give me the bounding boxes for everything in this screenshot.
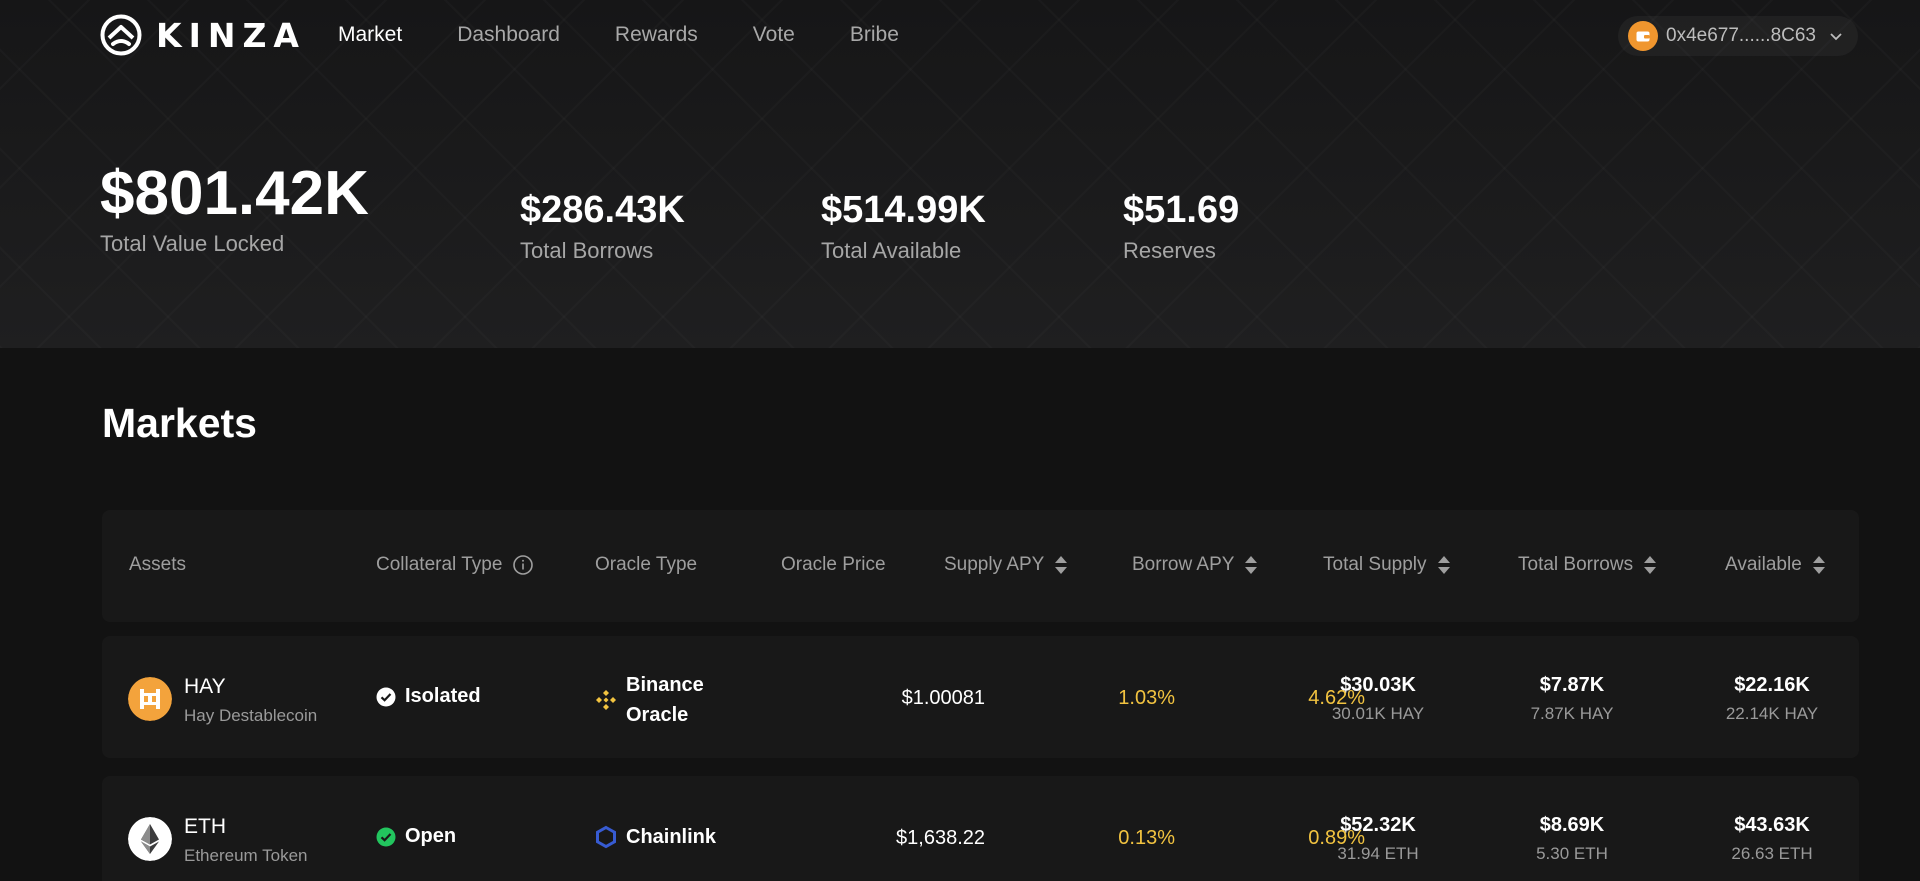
nav-market[interactable]: Market bbox=[338, 23, 403, 46]
binance-icon bbox=[596, 690, 616, 710]
wallet-button[interactable]: 0x4e677......8C63 bbox=[1618, 16, 1858, 56]
main-nav: Market Dashboard Rewards Vote Bribe bbox=[338, 23, 954, 47]
chevron-down-icon bbox=[1830, 33, 1842, 41]
supply-apy: 1.03% bbox=[1118, 687, 1175, 709]
collateral-type: Open bbox=[376, 825, 456, 848]
oracle-type: Binance Oracle bbox=[594, 670, 704, 730]
stat-total-borrows: $286.43K Total Borrows bbox=[520, 189, 685, 264]
stat-tvl-value: $801.42K bbox=[100, 159, 369, 228]
check-circle-icon bbox=[376, 827, 396, 846]
available: $22.16K 22.14K HAY bbox=[1725, 674, 1819, 723]
total-borrows: $7.87K 7.87K HAY bbox=[1530, 674, 1614, 723]
stat-available-label: Total Available bbox=[821, 238, 962, 263]
col-supply-apy[interactable]: Supply APY bbox=[944, 554, 1068, 576]
hero-section bbox=[0, 0, 1920, 348]
total-supply: $52.32K 31.94 ETH bbox=[1337, 814, 1419, 863]
wallet-address: 0x4e677......8C63 bbox=[1666, 25, 1816, 46]
logo[interactable]: KINZA bbox=[100, 14, 306, 56]
nav-dashboard[interactable]: Dashboard bbox=[457, 23, 560, 46]
sort-icon[interactable] bbox=[1054, 554, 1068, 576]
borrow-apy: 0.89% bbox=[1308, 827, 1365, 849]
stat-borrows-value: $286.43K bbox=[520, 189, 685, 231]
oracle-price: $1,638.22 bbox=[896, 827, 985, 849]
collateral-type: Isolated bbox=[376, 685, 481, 708]
sort-icon[interactable] bbox=[1812, 554, 1826, 576]
col-collateral-type: Collateral Type bbox=[376, 554, 534, 576]
col-available[interactable]: Available bbox=[1725, 554, 1826, 576]
available: $43.63K 26.63 ETH bbox=[1731, 814, 1813, 863]
total-supply: $30.03K 30.01K HAY bbox=[1331, 674, 1425, 723]
check-circle-icon bbox=[376, 687, 396, 706]
stat-tvl: $801.42K Total Value Locked bbox=[100, 158, 369, 257]
sort-icon[interactable] bbox=[1244, 554, 1258, 576]
market-row-eth[interactable]: ETH Ethereum Token Open Chainlink $1,638… bbox=[102, 776, 1859, 881]
oracle-price: $1.00081 bbox=[901, 687, 985, 709]
borrow-apy: 4.62% bbox=[1308, 687, 1365, 709]
stat-tvl-label: Total Value Locked bbox=[100, 231, 285, 256]
stat-reserves-value: $51.69 bbox=[1123, 189, 1240, 231]
hay-coin-icon bbox=[128, 677, 172, 721]
chainlink-icon bbox=[596, 825, 616, 849]
oracle-name-line1: Chainlink bbox=[626, 825, 717, 848]
sort-icon[interactable] bbox=[1643, 554, 1657, 576]
brand-name: KINZA bbox=[156, 15, 306, 55]
nav-vote[interactable]: Vote bbox=[752, 23, 795, 46]
col-total-borrows[interactable]: Total Borrows bbox=[1518, 554, 1657, 576]
market-row-hay[interactable]: HAY Hay Destablecoin Isolated Binance Or… bbox=[102, 636, 1859, 758]
oracle-name-line2: Oracle bbox=[626, 704, 689, 726]
col-oracle-type: Oracle Type bbox=[595, 554, 698, 575]
wallet-icon bbox=[1628, 21, 1658, 51]
col-total-supply[interactable]: Total Supply bbox=[1323, 554, 1451, 576]
stat-total-available: $514.99K Total Available bbox=[821, 189, 986, 264]
col-assets: Assets bbox=[129, 554, 187, 575]
top-nav: KINZA Market Dashboard Rewards Vote Brib… bbox=[0, 0, 1920, 72]
sort-icon[interactable] bbox=[1437, 554, 1451, 576]
supply-apy: 0.13% bbox=[1118, 827, 1175, 849]
markets-table-header: Assets Collateral Type Oracle Type Oracl… bbox=[102, 510, 1859, 622]
info-icon[interactable] bbox=[512, 554, 534, 576]
col-borrow-apy[interactable]: Borrow APY bbox=[1132, 554, 1258, 576]
nav-bribe[interactable]: Bribe bbox=[849, 23, 899, 46]
asset-name: Hay Destablecoin bbox=[184, 706, 318, 725]
oracle-type: Chainlink bbox=[594, 825, 716, 849]
total-borrows: $8.69K 5.30 ETH bbox=[1536, 814, 1608, 863]
stat-reserves: $51.69 Reserves bbox=[1123, 189, 1239, 264]
kinza-logo-icon bbox=[100, 14, 142, 56]
eth-coin-icon bbox=[128, 817, 172, 861]
asset-name: Ethereum Token bbox=[184, 846, 308, 865]
asset-symbol: HAY bbox=[184, 675, 226, 698]
stat-borrows-label: Total Borrows bbox=[520, 238, 654, 263]
markets-title: Markets bbox=[102, 400, 257, 446]
nav-rewards[interactable]: Rewards bbox=[614, 23, 698, 46]
col-oracle-price: Oracle Price bbox=[781, 554, 886, 575]
stat-reserves-label: Reserves bbox=[1123, 238, 1216, 263]
asset-symbol: ETH bbox=[184, 815, 226, 838]
stat-available-value: $514.99K bbox=[821, 189, 986, 231]
oracle-name-line1: Binance bbox=[626, 674, 704, 696]
